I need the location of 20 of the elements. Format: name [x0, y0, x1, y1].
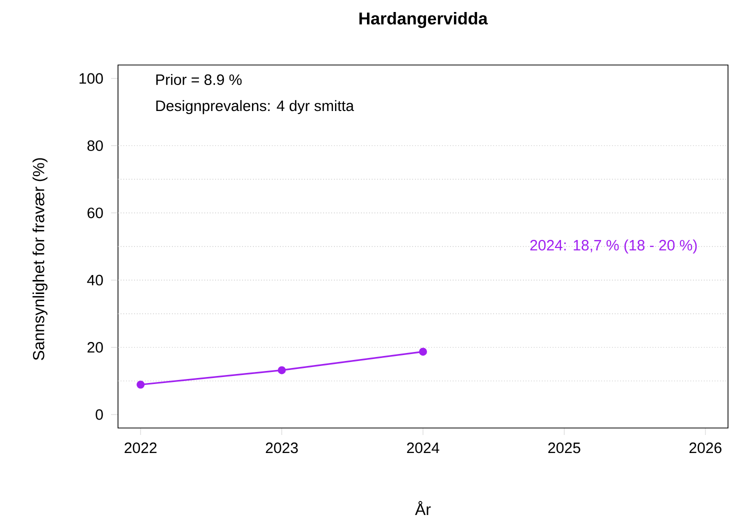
y-tick-label: 40	[87, 274, 103, 286]
x-axis-title: År	[415, 500, 431, 515]
y-tick-label: 20	[88, 342, 103, 352]
y-tick-label: 60	[88, 207, 103, 218]
point	[278, 366, 286, 374]
annotation: 2024: 18,7 % (18 - 20 %)	[530, 239, 697, 254]
y-tick-label: 100	[80, 72, 103, 84]
y-axis-title: Sannsynlighet for fravær (%)	[32, 158, 48, 360]
x-tick-label: 2025	[548, 442, 580, 453]
annotation: Prior = 8.9 %	[156, 74, 242, 85]
point	[419, 348, 428, 356]
annotation: Designprevalens: 4 dyr smitta	[156, 100, 354, 114]
x-tick-label: 2022	[124, 442, 157, 453]
y-tick-label: 80	[87, 140, 103, 151]
x-tick-label: 2023	[266, 442, 298, 453]
y-tick-label: 0	[96, 409, 103, 420]
x-tick-label: 2026	[689, 442, 722, 453]
x-tick-label: 2024	[407, 442, 440, 453]
chart-title: Hardangervidda	[359, 12, 488, 28]
point	[136, 380, 145, 388]
